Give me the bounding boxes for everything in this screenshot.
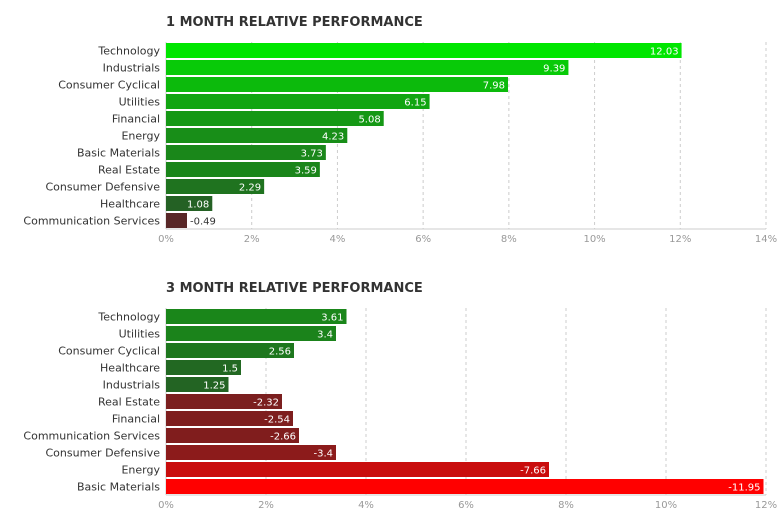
x-tick-label: 4% (329, 234, 345, 245)
x-tick-label: 0% (158, 234, 174, 245)
category-label: Energy (121, 464, 160, 477)
category-label: Industrials (103, 379, 161, 392)
category-label: Basic Materials (77, 481, 160, 494)
x-tick-label: 10% (655, 500, 677, 511)
x-tick-label: 4% (358, 500, 374, 511)
x-tick-label: 0% (158, 500, 174, 511)
value-label: 3.59 (295, 166, 317, 177)
category-label: Consumer Cyclical (58, 79, 160, 92)
chart-title-1-month: 1 MONTH RELATIVE PERFORMANCE (166, 15, 423, 30)
x-tick-label: 2% (244, 234, 260, 245)
value-label: 9.39 (543, 64, 565, 75)
value-label: -3.4 (313, 449, 333, 460)
x-tick-label: 2% (258, 500, 274, 511)
category-label: Financial (112, 113, 160, 126)
category-label: Utilities (119, 328, 161, 341)
x-tick-label: 14% (755, 234, 777, 245)
chart-1-month: 0% 2% 4% 6% 8% 10% 12% 14% Technology 12.03 Indust… (23, 42, 777, 245)
bar (166, 111, 384, 126)
bar (166, 94, 430, 109)
category-label: Technology (97, 45, 160, 58)
category-label: Basic Materials (77, 147, 160, 160)
bar (166, 360, 241, 375)
value-label: 7.98 (483, 81, 505, 92)
category-label: Consumer Defensive (45, 447, 160, 460)
category-label: Consumer Defensive (45, 181, 160, 194)
bar (166, 179, 265, 194)
category-label: Real Estate (98, 396, 160, 409)
value-label: 12.03 (650, 47, 679, 58)
category-label: Energy (121, 130, 160, 143)
bar (166, 128, 348, 143)
x-tick-label: 10% (583, 234, 605, 245)
value-label: -2.66 (270, 432, 296, 443)
x-tick-label: 6% (458, 500, 474, 511)
bar (166, 428, 299, 443)
value-label: -7.66 (520, 466, 546, 477)
bar (166, 77, 508, 92)
bar (166, 326, 336, 341)
bar (166, 445, 336, 460)
value-label: 2.29 (239, 183, 261, 194)
bar (166, 394, 282, 409)
bar (166, 145, 326, 160)
bar (166, 479, 764, 494)
category-label: Real Estate (98, 164, 160, 177)
value-label: 3.4 (317, 330, 333, 341)
value-label: 1.25 (203, 381, 225, 392)
bar (166, 377, 229, 392)
category-label: Communication Services (23, 430, 160, 443)
category-label: Industrials (103, 62, 161, 75)
value-label: -0.49 (190, 217, 216, 228)
category-label: Utilities (119, 96, 161, 109)
value-label: 6.15 (404, 98, 426, 109)
value-label: 2.56 (269, 347, 291, 358)
x-tick-label: 6% (415, 234, 431, 245)
category-label: Financial (112, 413, 160, 426)
x-tick-label: 12% (669, 234, 691, 245)
category-label: Healthcare (100, 362, 160, 375)
bar (166, 162, 320, 177)
bar (166, 196, 213, 211)
category-label: Technology (97, 311, 160, 324)
x-tick-label: 12% (755, 500, 777, 511)
bar (166, 309, 347, 324)
category-label: Communication Services (23, 215, 160, 228)
value-label: 4.23 (322, 132, 344, 143)
value-label: 5.08 (358, 115, 380, 126)
value-label: -2.32 (253, 398, 279, 409)
bar (166, 60, 569, 75)
bar (166, 43, 682, 58)
chart-title-3-month: 3 MONTH RELATIVE PERFORMANCE (166, 281, 423, 296)
category-label: Consumer Cyclical (58, 345, 160, 358)
x-tick-label: 8% (558, 500, 574, 511)
value-label: -2.54 (264, 415, 290, 426)
value-label: 1.5 (222, 364, 238, 375)
value-label: -11.95 (728, 483, 760, 494)
bar (166, 343, 294, 358)
chart-3-month: 0% 2% 4% 6% 8% 10% 12% Technology 3.61 Utilities 3… (23, 308, 777, 511)
value-label: 3.73 (301, 149, 323, 160)
bar (166, 213, 187, 228)
value-label: 3.61 (321, 313, 343, 324)
category-label: Healthcare (100, 198, 160, 211)
bar (166, 462, 549, 477)
x-tick-label: 8% (501, 234, 517, 245)
bar (166, 411, 293, 426)
value-label: 1.08 (187, 200, 209, 211)
